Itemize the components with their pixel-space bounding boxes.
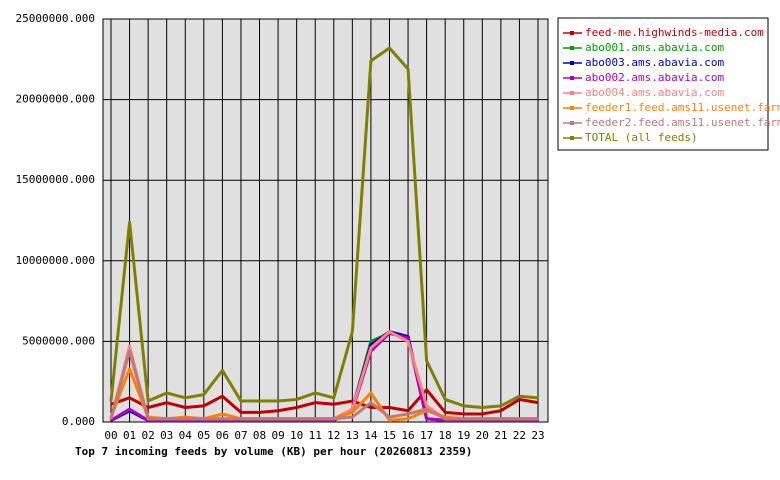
legend: [557, 17, 769, 151]
legend-dot: [570, 91, 574, 95]
chart-title: Top 7 incoming feeds by volume (KB) per …: [75, 445, 472, 458]
legend-label: feeder2.feed.ams11.usenet.farm: [585, 116, 780, 129]
legend-label: feeder1.feed.ams11.usenet.farm: [585, 101, 780, 114]
legend-label: abo002.ams.abavia.com: [585, 71, 724, 84]
x-tick-label: 01: [123, 429, 136, 442]
x-tick-label: 21: [494, 429, 507, 442]
x-tick-label: 22: [513, 429, 526, 442]
legend-dot: [570, 61, 574, 65]
plot-area: [102, 18, 549, 423]
x-tick-label: 14: [364, 429, 378, 442]
series-line: [109, 349, 538, 421]
legend-dot: [570, 136, 574, 140]
x-tick-label: 02: [142, 429, 155, 442]
x-tick-label: 18: [439, 429, 452, 442]
y-tick-label: 10000000.000: [16, 254, 95, 267]
legend-label: abo003.ams.abavia.com: [585, 56, 724, 69]
series-line: [110, 388, 539, 416]
x-tick-label: 00: [104, 429, 117, 442]
x-tick-label: 06: [216, 429, 229, 442]
x-tick-label: 12: [327, 429, 340, 442]
x-tick-label: 19: [457, 429, 470, 442]
legend-dot: [570, 121, 574, 125]
x-tick-label: 03: [160, 429, 173, 442]
legend-label: feed-me.highwinds-media.com: [585, 26, 764, 39]
legend-label: abo004.ams.abavia.com: [585, 86, 724, 99]
x-tick-label: 11: [309, 429, 322, 442]
x-tick-label: 04: [179, 429, 193, 442]
legend-dot: [570, 31, 574, 35]
x-tick-label: 08: [253, 429, 266, 442]
x-tick-label: 05: [197, 429, 210, 442]
x-tick-label: 10: [290, 429, 303, 442]
legend-label: TOTAL (all feeds): [585, 131, 698, 144]
legend-dot: [570, 46, 574, 50]
series-line: [109, 46, 539, 409]
y-tick-label: 20000000.000: [16, 93, 95, 106]
legend-label: abo001.ams.abavia.com: [585, 41, 724, 54]
x-tick-label: 23: [531, 429, 544, 442]
x-tick-label: 15: [383, 429, 396, 442]
x-tick-label: 09: [271, 429, 284, 442]
x-tick-label: 07: [234, 429, 247, 442]
legend-dot: [570, 76, 574, 80]
y-tick-label: 25000000.000: [16, 12, 95, 25]
y-tick-label: 0.000: [62, 415, 95, 428]
y-tick-label: 15000000.000: [16, 173, 95, 186]
series-line: [110, 331, 538, 422]
x-tick-label: 20: [476, 429, 489, 442]
x-tick-label: 17: [420, 429, 433, 442]
legend-dot: [570, 106, 574, 110]
x-tick-label: 16: [401, 429, 414, 442]
y-tick-label: 5000000.000: [22, 334, 95, 347]
x-tick-label: 13: [346, 429, 359, 442]
